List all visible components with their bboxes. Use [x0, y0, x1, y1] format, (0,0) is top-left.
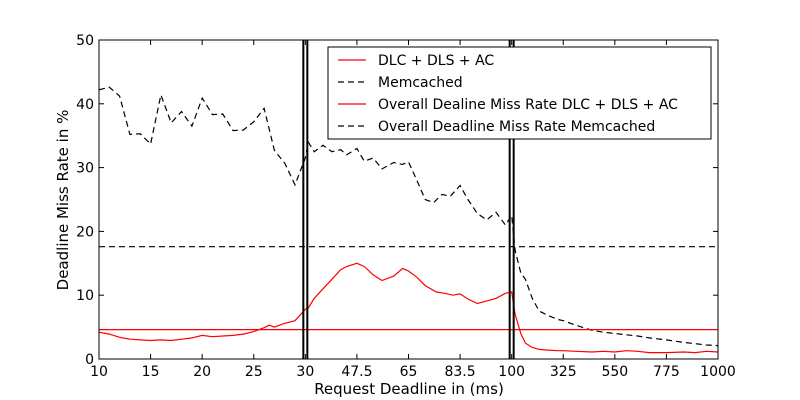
x-tick-label: 775 — [653, 364, 680, 380]
y-tick-label: 20 — [76, 224, 94, 240]
x-tick-label: 83.5 — [444, 364, 475, 380]
x-tick-label: 20 — [193, 364, 211, 380]
x-axis-label: Request Deadline in (ms) — [314, 380, 504, 398]
x-tick-label: 47.5 — [341, 364, 372, 380]
legend-entry-label: DLC + DLS + AC — [378, 53, 494, 69]
y-tick-label: 50 — [76, 33, 94, 49]
x-tick-label: 15 — [142, 364, 160, 380]
x-tick-label: 550 — [601, 364, 628, 380]
x-tick-label: 30 — [296, 364, 314, 380]
x-tick-label: 325 — [550, 364, 577, 380]
series-line-dlc-dls-ac — [98, 262, 719, 354]
y-tick-label: 10 — [76, 288, 94, 304]
x-tick-label: 100 — [498, 364, 525, 380]
legend-entry-label: Overall Deadline Miss Rate Memcached — [378, 119, 655, 135]
x-tick-label: 25 — [245, 364, 263, 380]
x-tick-label: 10 — [90, 364, 108, 380]
series-line-memcached — [98, 86, 719, 347]
legend-box — [327, 46, 712, 140]
series-layer — [98, 86, 719, 354]
legend: DLC + DLS + AC Memcached Overall Dealine M… — [327, 46, 712, 140]
y-tick-label: 30 — [76, 161, 94, 177]
legend-entry-label: Memcached — [378, 75, 463, 91]
y-tick-label: 0 — [85, 352, 94, 368]
y-axis-label: Deadline Miss Rate in % — [54, 110, 72, 291]
x-tick-label: 65 — [400, 364, 418, 380]
y-tick-label: 40 — [76, 97, 94, 113]
axes-layer: 10 15 20 25 30 47.5 65 83.5 100 325 550 775 10000102… — [76, 33, 736, 380]
legend-entry-label: Overall Dealine Miss Rate DLC + DLS + AC — [378, 97, 678, 113]
x-tick-label: 1000 — [700, 364, 736, 380]
